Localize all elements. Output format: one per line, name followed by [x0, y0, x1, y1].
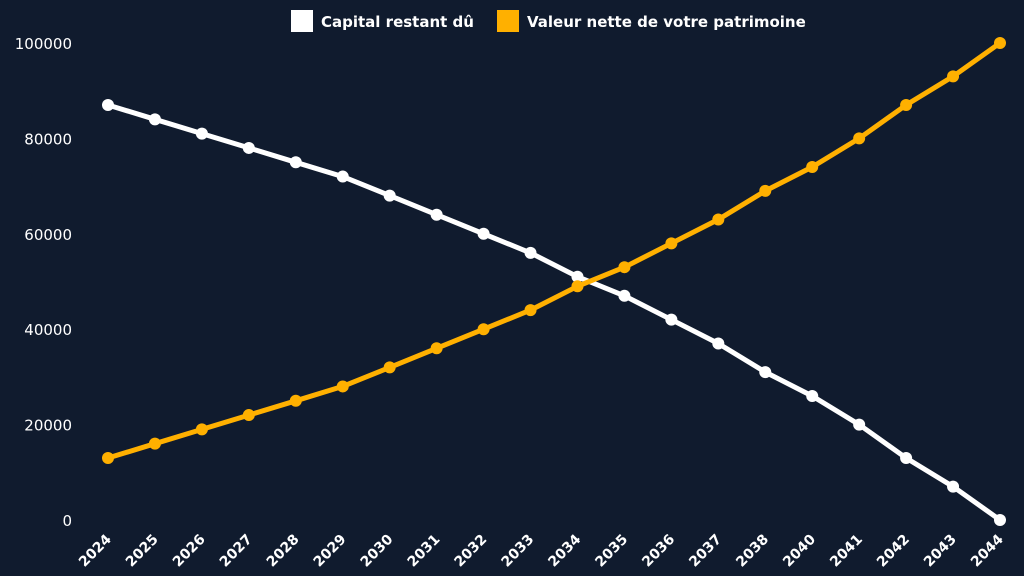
series-line-1	[105, 40, 1003, 461]
x-tick-label: 2024	[76, 531, 115, 570]
data-point-series-1	[665, 237, 678, 250]
data-point-series-1	[571, 280, 584, 293]
data-point-series-0	[148, 113, 161, 126]
y-tick-label: 100000	[15, 35, 72, 53]
y-tick-label: 80000	[24, 130, 72, 148]
legend: Capital restant dû Valeur nette de votre…	[291, 10, 806, 32]
series-line-0	[105, 102, 1003, 523]
legend-label-patrimoine: Valeur nette de votre patrimoine	[527, 13, 806, 31]
data-point-series-1	[947, 70, 960, 83]
data-point-series-0	[571, 270, 584, 283]
data-point-series-0	[947, 480, 960, 493]
x-tick-label: 2031	[405, 532, 444, 571]
x-tick-label: 2040	[780, 531, 819, 570]
x-tick-label: 2027	[217, 532, 256, 571]
data-point-series-1	[524, 304, 537, 317]
data-point-series-1	[102, 451, 114, 464]
data-point-series-1	[477, 323, 490, 336]
data-point-series-0	[383, 189, 396, 202]
data-point-series-0	[102, 99, 114, 112]
x-tick-label: 2026	[170, 532, 209, 571]
data-point-series-1	[900, 99, 913, 112]
data-point-series-1	[148, 437, 161, 450]
x-tick-label: 2036	[639, 532, 678, 571]
x-tick-label: 2041	[827, 532, 866, 571]
data-point-series-0	[195, 127, 208, 140]
x-tick-label: 2044	[968, 531, 1007, 570]
data-point-series-1	[853, 132, 866, 145]
data-point-series-1	[195, 423, 208, 436]
x-tick-label: 2035	[592, 532, 631, 571]
y-tick-label: 40000	[24, 321, 72, 339]
x-tick-label: 2028	[264, 532, 303, 571]
data-point-series-1	[994, 37, 1006, 49]
x-tick-label: 2042	[874, 532, 913, 571]
data-point-series-0	[618, 289, 631, 302]
y-axis: 0 20000 40000 60000 80000 100000	[15, 35, 72, 530]
data-point-series-1	[383, 361, 396, 374]
plot-area	[102, 37, 1006, 526]
data-point-series-0	[524, 246, 537, 259]
data-point-series-0	[289, 156, 302, 169]
x-tick-label: 2029	[311, 532, 350, 571]
legend-swatch-capital	[291, 10, 313, 32]
x-tick-label: 2030	[358, 531, 397, 570]
legend-swatch-patrimoine	[497, 10, 519, 32]
data-point-series-1	[289, 394, 302, 407]
data-point-series-1	[806, 161, 819, 174]
data-point-series-1	[430, 342, 443, 355]
data-point-series-0	[430, 208, 443, 221]
x-tick-label: 2037	[686, 532, 725, 571]
x-tick-label: 2043	[921, 532, 960, 571]
data-point-series-1	[242, 409, 255, 422]
data-point-series-0	[759, 366, 772, 379]
data-point-series-1	[336, 380, 349, 393]
data-point-series-1	[759, 184, 772, 197]
data-point-series-0	[336, 170, 349, 183]
legend-label-capital: Capital restant dû	[321, 13, 474, 31]
data-point-series-0	[242, 141, 255, 154]
x-tick-label: 2032	[452, 532, 491, 571]
data-point-series-0	[900, 451, 913, 464]
data-point-series-0	[806, 389, 819, 402]
x-tick-label: 2034	[545, 531, 584, 570]
y-tick-label: 0	[62, 512, 72, 530]
data-point-series-0	[853, 418, 866, 431]
y-tick-label: 60000	[24, 226, 72, 244]
y-tick-label: 20000	[24, 417, 72, 435]
data-point-series-0	[665, 313, 678, 326]
data-point-series-0	[477, 227, 490, 240]
x-tick-label: 2033	[498, 532, 537, 571]
data-point-series-1	[618, 261, 631, 274]
data-point-series-0	[712, 337, 725, 350]
x-tick-label: 2025	[123, 532, 162, 571]
data-point-series-0	[994, 514, 1006, 526]
x-tick-label: 2038	[733, 532, 772, 571]
x-axis: 2024 2025 2026 2027 2028 2029 2030 2031 2032 2033…	[76, 531, 1007, 570]
data-point-series-1	[712, 213, 725, 226]
